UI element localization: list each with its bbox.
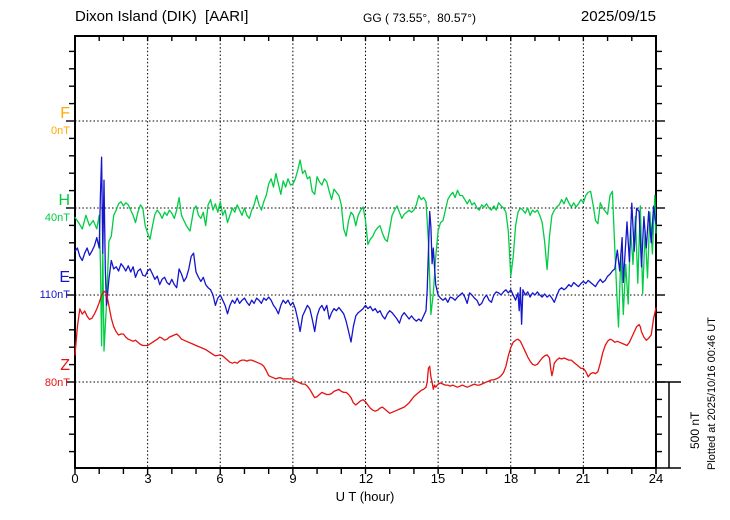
x-axis-label: U T (hour) <box>335 489 395 504</box>
x-tick-label-3: 3 <box>144 471 152 486</box>
plotted-at-note: Plotted at 2025/10/16 00:46 UT <box>706 317 718 470</box>
channel-label-E: E 110nT <box>14 269 70 302</box>
channel-baseline-E: 110nT <box>39 289 70 301</box>
station-title: Dixon Island (DIK) [AARI] <box>75 8 249 25</box>
channel-baseline-F: 0nT <box>51 125 70 137</box>
x-tick-label-6: 6 <box>216 471 224 486</box>
x-tick-label-0: 0 <box>71 471 79 486</box>
x-tick-label-9: 9 <box>289 471 297 486</box>
plot-date: 2025/09/15 <box>580 8 656 25</box>
x-tick-label-21: 21 <box>575 471 591 486</box>
channel-letter-F: F <box>60 105 70 122</box>
scale-bar-label: 500 nT <box>688 411 702 449</box>
channel-label-F: F 0nT <box>14 105 70 138</box>
geographic-coordinates: GG ( 73.55°, 80.57°) <box>363 11 476 25</box>
channel-label-Z: Z 80nT <box>14 357 70 390</box>
channel-letter-E: E <box>59 269 70 286</box>
channel-letter-H: H <box>58 192 70 209</box>
x-tick-label-24: 24 <box>648 471 664 486</box>
x-tick-label-15: 15 <box>430 471 446 486</box>
channel-label-H: H 40nT <box>14 192 70 225</box>
channel-letter-Z: Z <box>60 357 70 374</box>
channel-baseline-H: 40nT <box>44 212 70 224</box>
x-tick-label-18: 18 <box>503 471 519 486</box>
channel-baseline-Z: 80nT <box>44 377 70 389</box>
x-tick-label-12: 12 <box>358 471 374 486</box>
